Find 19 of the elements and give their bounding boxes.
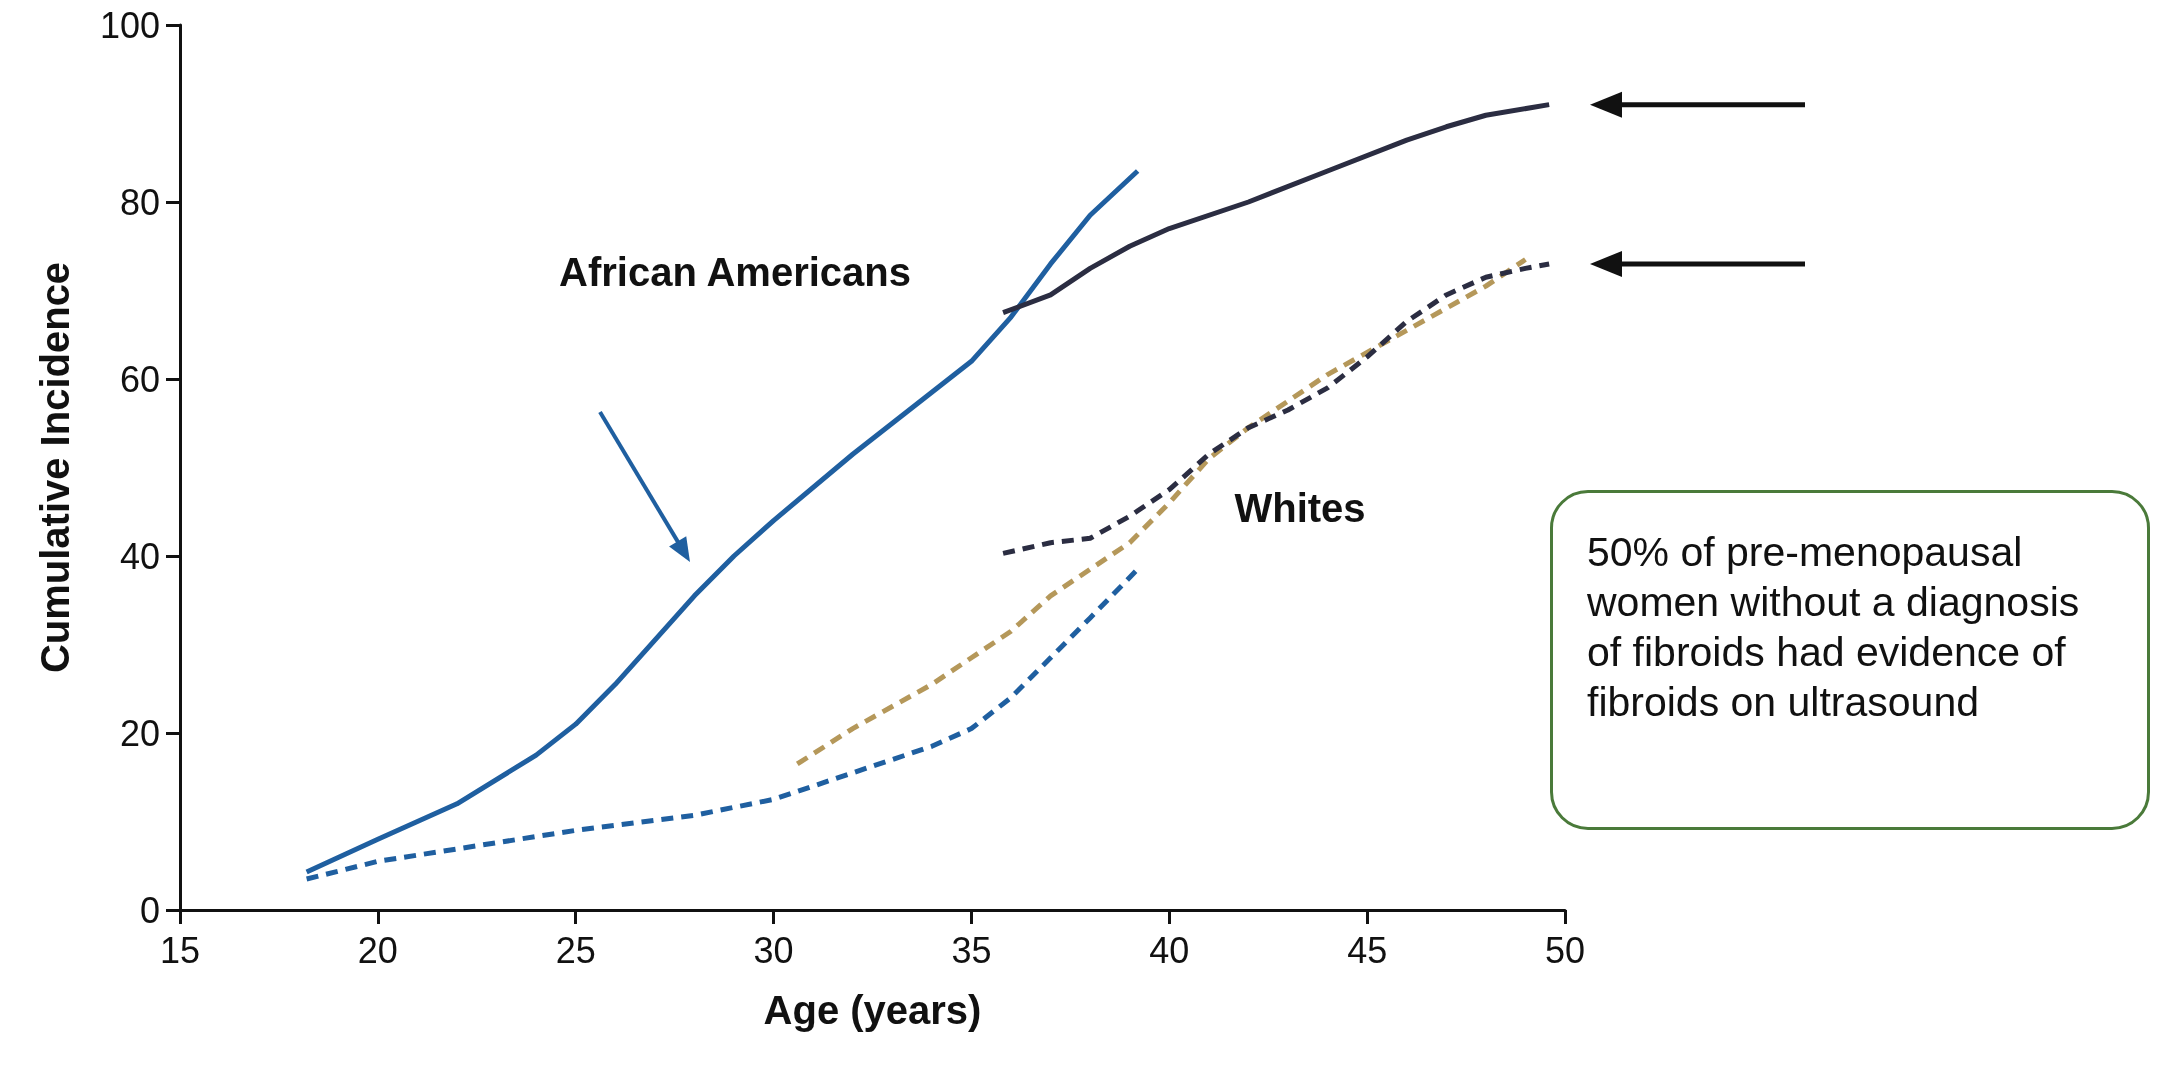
- x-tick-label: 35: [951, 929, 992, 971]
- annotation: African Americans: [559, 250, 911, 294]
- x-tick-label: 25: [555, 929, 596, 971]
- x-axis-title: Age (years): [763, 988, 982, 1032]
- x-tick-label: 50: [1544, 929, 1586, 971]
- y-tick-label: 100: [99, 4, 160, 46]
- x-tick-label: 15: [159, 929, 201, 971]
- y-tick-label: 20: [119, 712, 160, 754]
- y-tick-label: 0: [139, 889, 160, 931]
- y-tick-label: 40: [119, 535, 160, 577]
- y-tick-label: 80: [119, 181, 160, 223]
- x-tick-label: 45: [1347, 929, 1388, 971]
- annotation: Whites: [1234, 486, 1366, 530]
- x-tick-label: 40: [1149, 929, 1190, 971]
- x-tick-label: 20: [357, 929, 398, 971]
- x-tick-label: 30: [753, 929, 794, 971]
- text: 50% of pre-menopausal women without a diagnosis of fibroids had evidence of fibroids on ultrasound: [1550, 490, 2150, 830]
- y-axis-title: Cumulative Incidence: [33, 261, 77, 674]
- y-tick-label: 60: [119, 358, 160, 400]
